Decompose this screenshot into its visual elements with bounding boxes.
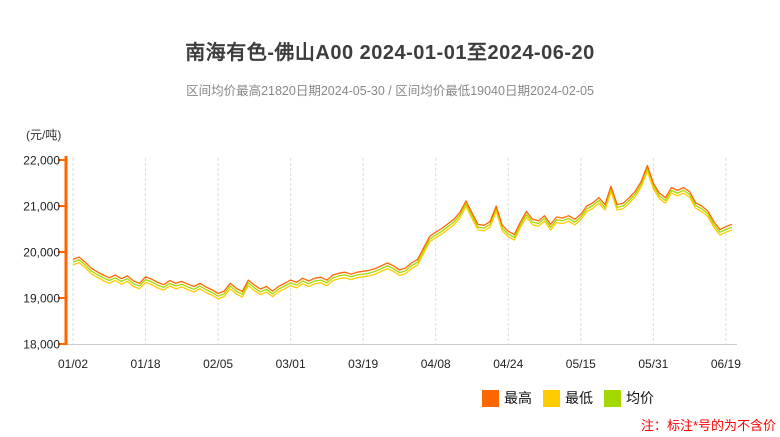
legend-item-high: 最高 bbox=[482, 390, 532, 407]
series-line-low bbox=[72, 170, 733, 300]
series-line-avg bbox=[72, 167, 733, 297]
y-tick-label: 18,000 bbox=[23, 338, 60, 352]
x-tick-label: 05/15 bbox=[566, 357, 596, 371]
legend-label-avg: 均价 bbox=[626, 390, 654, 406]
x-tick-label: 01/18 bbox=[131, 357, 161, 371]
footnote: 注：标注*号的为不含价 bbox=[640, 418, 776, 433]
legend-swatch-high bbox=[482, 390, 499, 407]
x-tick-label: 03/01 bbox=[276, 357, 306, 371]
y-tick-label: 21,000 bbox=[23, 200, 60, 214]
legend-swatch-low bbox=[543, 390, 560, 407]
legend-swatch-avg bbox=[604, 390, 621, 407]
y-tick-label: 20,000 bbox=[23, 246, 60, 260]
x-tick-label: 04/24 bbox=[493, 357, 523, 371]
y-axis-unit-label: (元/吨) bbox=[26, 128, 62, 142]
chart-title: 南海有色-佛山A00 2024-01-01至2024-06-20 bbox=[185, 42, 595, 64]
x-tick-label: 03/19 bbox=[348, 357, 378, 371]
series-line-high bbox=[72, 164, 733, 295]
legend: 最高 最低 均价 bbox=[482, 390, 654, 407]
legend-item-low: 最低 bbox=[543, 390, 593, 407]
legend-label-low: 最低 bbox=[565, 390, 593, 406]
legend-item-avg: 均价 bbox=[604, 390, 654, 407]
chart-subtitle: 区间均价最高21820日期2024-05-30 / 区间均价最低19040日期2… bbox=[186, 84, 594, 98]
x-tick-label: 02/05 bbox=[203, 357, 233, 371]
y-tick-label: 19,000 bbox=[23, 292, 60, 306]
x-tick-label: 05/31 bbox=[638, 357, 668, 371]
x-tick-label: 06/19 bbox=[711, 357, 741, 371]
x-tick-label: 01/02 bbox=[58, 357, 88, 371]
y-tick-label: 22,000 bbox=[23, 154, 60, 168]
legend-label-high: 最高 bbox=[504, 390, 532, 406]
x-tick-label: 04/08 bbox=[421, 357, 451, 371]
